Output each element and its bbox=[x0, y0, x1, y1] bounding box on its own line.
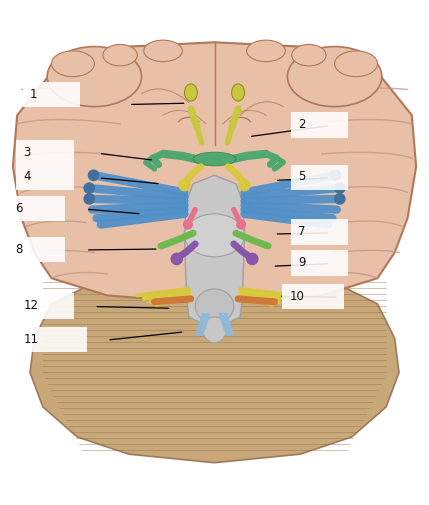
FancyBboxPatch shape bbox=[16, 165, 74, 190]
Circle shape bbox=[237, 220, 245, 229]
Text: 4: 4 bbox=[24, 171, 31, 183]
Ellipse shape bbox=[247, 40, 285, 62]
Circle shape bbox=[239, 180, 250, 191]
Text: 9: 9 bbox=[298, 257, 305, 269]
FancyBboxPatch shape bbox=[291, 250, 348, 276]
Polygon shape bbox=[184, 175, 245, 330]
FancyBboxPatch shape bbox=[8, 237, 65, 262]
FancyBboxPatch shape bbox=[16, 293, 74, 319]
Text: 5: 5 bbox=[298, 171, 305, 183]
Ellipse shape bbox=[184, 214, 245, 257]
Circle shape bbox=[84, 194, 94, 204]
Circle shape bbox=[330, 170, 341, 180]
Ellipse shape bbox=[202, 317, 227, 342]
Polygon shape bbox=[13, 42, 416, 304]
Ellipse shape bbox=[287, 46, 382, 107]
Text: 1: 1 bbox=[30, 88, 37, 101]
Text: 6: 6 bbox=[15, 202, 22, 215]
Ellipse shape bbox=[292, 44, 326, 66]
Ellipse shape bbox=[51, 51, 94, 77]
Ellipse shape bbox=[184, 84, 197, 101]
Ellipse shape bbox=[144, 40, 182, 62]
Circle shape bbox=[179, 180, 190, 191]
Ellipse shape bbox=[103, 44, 137, 66]
Ellipse shape bbox=[335, 51, 378, 77]
Ellipse shape bbox=[47, 46, 142, 107]
FancyBboxPatch shape bbox=[23, 82, 80, 108]
Circle shape bbox=[88, 170, 99, 180]
Text: 10: 10 bbox=[290, 290, 305, 303]
Polygon shape bbox=[30, 278, 399, 463]
Circle shape bbox=[84, 183, 94, 193]
FancyBboxPatch shape bbox=[291, 220, 348, 245]
Ellipse shape bbox=[195, 289, 234, 323]
FancyBboxPatch shape bbox=[282, 284, 344, 309]
Ellipse shape bbox=[232, 84, 245, 101]
Circle shape bbox=[335, 183, 345, 193]
Text: 8: 8 bbox=[15, 242, 22, 256]
Circle shape bbox=[247, 254, 258, 265]
FancyBboxPatch shape bbox=[291, 165, 348, 190]
Text: 12: 12 bbox=[24, 299, 39, 312]
Circle shape bbox=[184, 220, 192, 229]
Circle shape bbox=[335, 194, 345, 204]
Text: 11: 11 bbox=[24, 333, 39, 345]
FancyBboxPatch shape bbox=[291, 112, 348, 137]
Ellipse shape bbox=[193, 152, 236, 166]
Text: 3: 3 bbox=[24, 146, 31, 159]
Circle shape bbox=[171, 254, 182, 265]
Text: 2: 2 bbox=[298, 118, 305, 131]
FancyBboxPatch shape bbox=[16, 140, 74, 166]
FancyBboxPatch shape bbox=[16, 327, 87, 352]
Text: 7: 7 bbox=[298, 225, 305, 238]
FancyBboxPatch shape bbox=[8, 196, 65, 221]
